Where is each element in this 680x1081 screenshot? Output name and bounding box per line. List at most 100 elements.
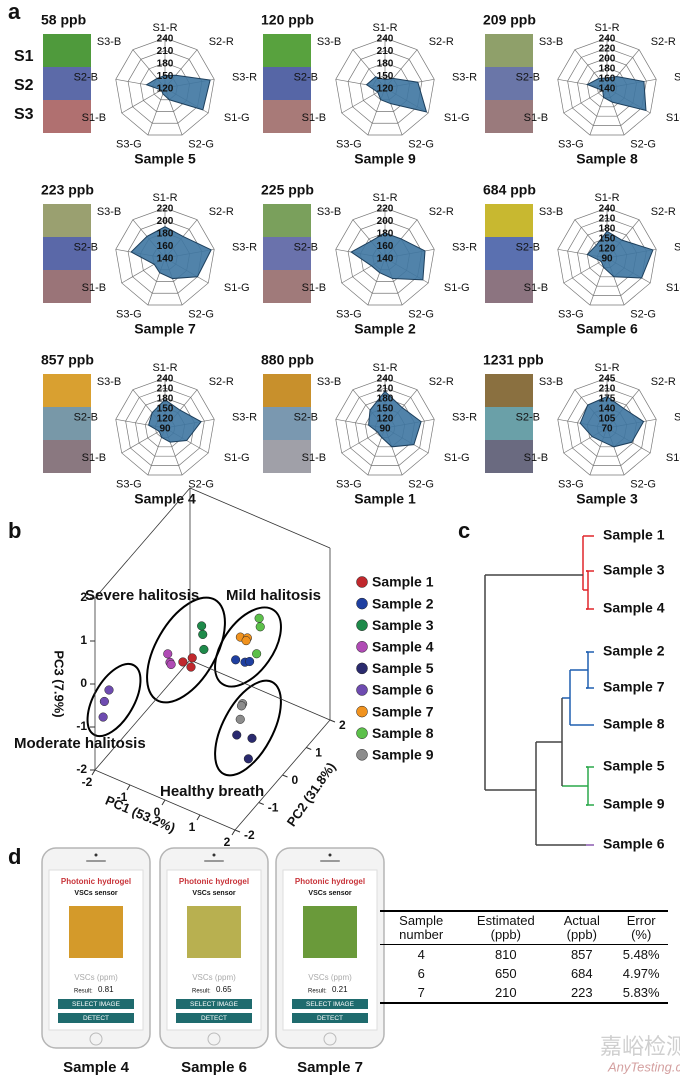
point [235, 714, 245, 724]
concentration-label: 1231 ppb [483, 352, 544, 368]
button[interactable] [58, 999, 134, 1009]
axis-label: S2-G [408, 308, 434, 320]
table-cell: 5.83% [614, 983, 668, 1004]
grid-ring [557, 207, 657, 306]
button[interactable] [176, 1013, 252, 1023]
r-tick-label: 200 [157, 216, 174, 227]
r-tick-label: 120 [157, 414, 174, 425]
axis-label: S2-B [294, 71, 318, 83]
r-tick-label: 220 [157, 204, 174, 215]
phone-camera [328, 853, 332, 857]
r-tick-label: 240 [157, 34, 174, 45]
grid-ring [567, 387, 647, 466]
result-value: 0.81 [98, 985, 114, 994]
axis-label: S3-R [232, 411, 257, 423]
axis-label: S2-G [188, 308, 214, 320]
z-tick-label: -1 [76, 719, 87, 733]
r-tick-label: 140 [599, 84, 616, 95]
axis-label: S1-R [594, 362, 619, 374]
r-tick-label: 120 [157, 84, 174, 95]
grid-ring [127, 220, 203, 294]
spoke [147, 87, 166, 136]
panel-label: b [8, 518, 21, 543]
grid-ring [345, 387, 425, 466]
annotation: Moderate halitosis [14, 735, 146, 752]
leaf-label: Sample 1 [603, 527, 665, 543]
table-cell: 223 [549, 983, 615, 1004]
point [197, 621, 207, 631]
point [252, 649, 262, 659]
grid-ring [335, 37, 435, 136]
legend-label: Sample 5 [372, 660, 434, 676]
grid-ring [125, 387, 205, 466]
point [187, 653, 197, 663]
radar-area [368, 390, 422, 448]
chart-title: Sample 8 [576, 151, 638, 167]
r-tick-label: 210 [157, 46, 174, 57]
sample-image [485, 374, 533, 407]
axis-label: S3-G [116, 308, 142, 320]
sample-image [485, 34, 533, 67]
r-tick-label: 240 [599, 34, 616, 45]
button[interactable] [176, 999, 252, 1009]
r-tick-label: 180 [377, 394, 394, 405]
axis-label: S2-G [630, 478, 656, 490]
r-tick-label: 120 [599, 244, 616, 255]
radar-area [145, 74, 211, 111]
table-row: 4 810 857 5.48% [380, 945, 668, 965]
annotation: Severe halitosis [85, 587, 199, 604]
axis-label: S3-R [674, 71, 680, 83]
y-tick-label: -1 [268, 801, 279, 815]
point [163, 649, 173, 659]
button[interactable] [58, 1013, 134, 1023]
phone-caption: Sample 7 [297, 1059, 363, 1076]
table-cell: 7 [380, 983, 463, 1004]
y-tick [306, 747, 312, 750]
r-tick-label: 180 [377, 229, 394, 240]
axis-label: S2-B [74, 411, 98, 423]
axis-label: S3-B [97, 206, 121, 218]
concentration-label: 58 ppb [41, 12, 86, 28]
table-cell: 810 [494, 947, 517, 962]
result-label: Result: [74, 989, 93, 995]
button[interactable] [292, 999, 368, 1009]
legend-marker [356, 705, 368, 718]
phone-camera [212, 853, 216, 857]
axis-label: S1-G [666, 112, 680, 124]
button-label: SELECT IMAGE [72, 1001, 121, 1008]
axis-label: S3-R [674, 411, 680, 423]
axis-label: S1-R [372, 22, 397, 34]
r-tick-label: 240 [599, 204, 616, 215]
button[interactable] [292, 1013, 368, 1023]
phone-speaker [320, 860, 340, 862]
grid-ring [335, 207, 435, 306]
r-tick-label: 220 [599, 44, 616, 55]
axis-label: S1-G [444, 282, 470, 294]
r-tick-label: 180 [377, 59, 394, 70]
axis-label: S3-B [539, 36, 563, 48]
leaf-label: Sample 2 [603, 643, 665, 659]
axis-label: S3-G [116, 138, 142, 150]
x-tick-label: -2 [82, 775, 93, 789]
r-tick-label: 245 [599, 374, 616, 385]
x-tick-label: 2 [224, 835, 231, 849]
sample-image [43, 270, 91, 303]
axis-label: S1-B [82, 452, 106, 464]
axis-label: S1-B [524, 282, 548, 294]
axis-label: S3-R [452, 241, 477, 253]
chart-title: Sample 5 [134, 151, 196, 167]
axis-label: S3-B [317, 206, 341, 218]
button-label: SELECT IMAGE [306, 1001, 355, 1008]
chart-title: Sample 4 [134, 491, 196, 507]
legend-marker [356, 576, 368, 588]
axis-label: S2-G [630, 138, 656, 150]
r-tick-label: 200 [599, 54, 616, 65]
axis-label: S3-R [674, 241, 680, 253]
chart-title: Sample 2 [354, 321, 416, 337]
strip-label: S1 [14, 48, 34, 65]
point [243, 754, 253, 764]
result-label: Result: [308, 989, 327, 995]
captured-image [69, 906, 123, 958]
r-tick-label: 210 [599, 214, 616, 225]
axis-label: S2-R [209, 376, 234, 388]
